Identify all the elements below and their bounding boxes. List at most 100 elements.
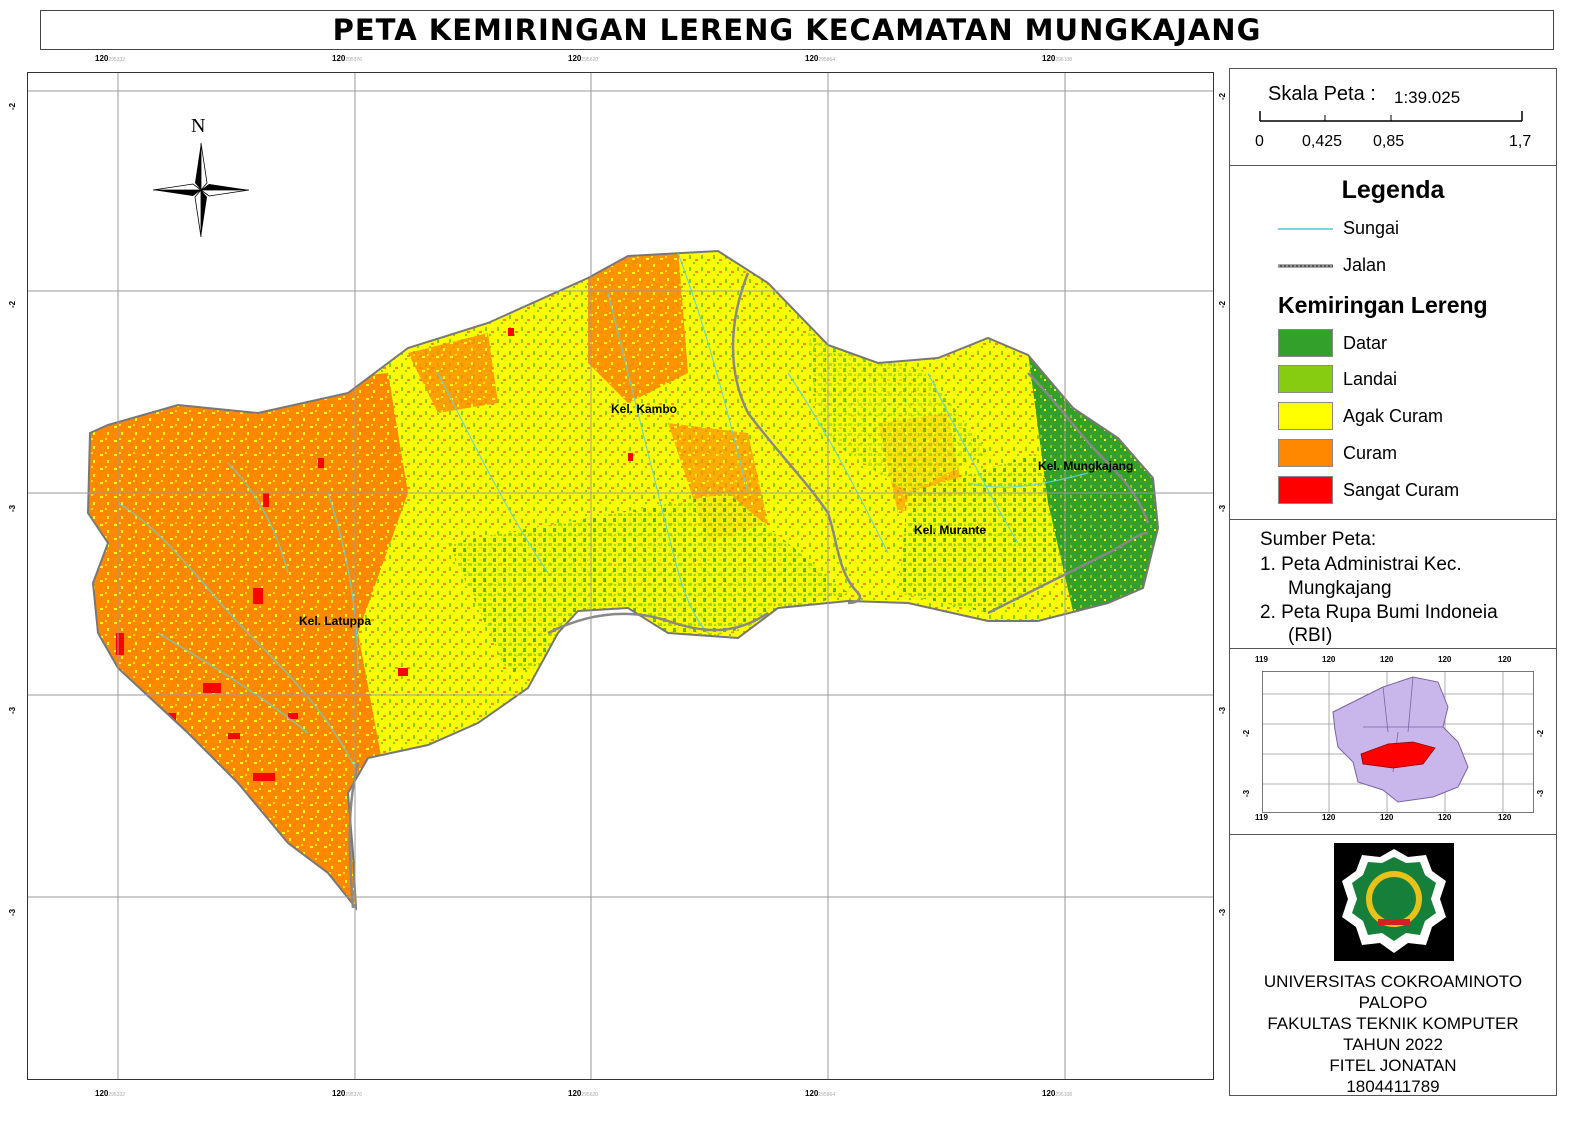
source-item-2b: (RBI) [1288, 625, 1333, 646]
map-grid [28, 73, 1213, 1079]
legend-label-sungai: Sungai [1343, 218, 1400, 238]
y-tick-right-4: -3 [1218, 706, 1227, 714]
inset-tick-bottom-2: 120 [1322, 813, 1336, 822]
inset-map-section: 119 120 120 120 120 -2 -3 -2 -3 119 120 … [1230, 649, 1556, 834]
map-sidebar: Skala Peta : 1:39.025 0 0,425 0,85 1,7 L… [1229, 68, 1557, 1096]
legend-row-curam: Curam [1278, 439, 1397, 467]
scale-tick-1: 0,425 [1302, 133, 1343, 150]
swatch-datar [1278, 329, 1333, 357]
place-label-latuppa: Kel. Latuppa [299, 614, 372, 628]
legend-slope-title: Kemiringan Lereng [1278, 292, 1488, 318]
legend-label-agak-curam: Agak Curam [1343, 405, 1444, 426]
inset-tick-bottom-4: 120 [1438, 813, 1452, 822]
scale-tick-2: 0,85 [1373, 133, 1405, 150]
source-item-2a: 2. Peta Rupa Bumi Indoneia [1260, 602, 1498, 623]
source-item-1a: 1. Peta Administrai Kec. [1260, 554, 1462, 575]
road-line-icon [1278, 264, 1333, 267]
y-tick-left-3: -3 [8, 504, 17, 512]
scale-label: Skala Peta : [1268, 83, 1376, 105]
x-tick-top-4: 120295864 [805, 54, 836, 63]
legend-row-sangat-curam: Sangat Curam [1278, 476, 1459, 504]
place-label-kambo: Kel. Kambo [611, 402, 678, 416]
credit-line-2: PALOPO [1358, 993, 1428, 1012]
scale-bar [1259, 111, 1523, 122]
scale-section: Skala Peta : 1:39.025 0 0,425 0,85 1,7 [1230, 69, 1556, 164]
scale-ratio: 1:39.025 [1394, 88, 1461, 107]
source-section: Sumber Peta: 1. Peta Administrai Kec. Mu… [1230, 520, 1556, 648]
credit-line-6: 1804411789 [1346, 1077, 1440, 1096]
legend-label-sangat-curam: Sangat Curam [1343, 479, 1460, 500]
x-tick-bottom-3: 120295620 [568, 1089, 599, 1098]
x-tick-top-2: 120295376 [332, 54, 363, 63]
slope-raster [88, 251, 1158, 908]
university-logo [1334, 843, 1454, 961]
inset-tick-left-1: -2 [1242, 729, 1251, 737]
swatch-sangat-curam [1278, 476, 1333, 504]
legend-label-jalan: Jalan [1343, 255, 1387, 275]
map-title-box: PETA KEMIRINGAN LERENG KECAMATAN MUNGKAJ… [40, 10, 1554, 50]
legend-row-sungai: Sungai [1278, 218, 1399, 239]
swatch-agak-curam [1278, 402, 1333, 430]
legend-label-curam: Curam [1343, 442, 1398, 463]
inset-tick-top-4: 120 [1438, 655, 1452, 664]
y-tick-right-5: -3 [1218, 908, 1227, 916]
inset-tick-bottom-1: 119 [1255, 813, 1268, 822]
river-network [117, 252, 1089, 774]
map-canvas [28, 73, 1213, 1079]
inset-map [1262, 671, 1534, 813]
map-frame[interactable]: N Kel. Kambo Kel. Latuppa Kel. Murante K… [27, 72, 1214, 1080]
legend-row-landai: Landai [1278, 365, 1397, 393]
x-tick-top-1: 120295332 [95, 54, 126, 63]
north-label: N [191, 115, 206, 137]
x-tick-bottom-2: 120295376 [332, 1089, 363, 1098]
compass-icon [152, 142, 250, 238]
inset-tick-right-1: -2 [1536, 729, 1545, 737]
divider-2 [1230, 519, 1556, 520]
credit-line-4: TAHUN 2022 [1343, 1035, 1443, 1054]
legend-row-jalan: Jalan [1278, 255, 1386, 276]
x-tick-top-5: 120296108 [1042, 54, 1073, 63]
credit-line-1: UNIVERSITAS COKROAMINOTO [1263, 972, 1523, 991]
legend-section: Legenda Sungai Jalan Kemiringan Lereng D… [1230, 166, 1556, 519]
x-tick-bottom-5: 120296108 [1042, 1089, 1073, 1098]
legend-row-agak-curam: Agak Curam [1278, 402, 1443, 430]
place-label-murante: Kel. Murante [914, 523, 987, 537]
credits-section: UNIVERSITAS COKROAMINOTO PALOPO FAKULTAS… [1230, 835, 1556, 1097]
swatch-curam [1278, 439, 1333, 467]
road-network [348, 272, 1150, 909]
scale-tick-3: 1,7 [1509, 133, 1532, 150]
legend-title: Legenda [1341, 176, 1445, 204]
inset-tick-top-5: 120 [1498, 655, 1512, 664]
region-boundary [86, 249, 1160, 912]
north-arrow: N [151, 115, 251, 240]
y-tick-left-4: -3 [8, 706, 17, 714]
credit-line-3: FAKULTAS TEKNIK KOMPUTER [1267, 1014, 1519, 1033]
y-tick-left-2: -2 [8, 300, 17, 308]
y-tick-left-1: -2 [8, 102, 17, 110]
x-tick-top-3: 120295620 [568, 54, 599, 63]
legend-label-landai: Landai [1343, 368, 1398, 389]
inset-tick-bottom-3: 120 [1380, 813, 1394, 822]
place-label-mungkajang: Kel. Mungkajang [1038, 459, 1134, 473]
inset-tick-bottom-5: 120 [1498, 813, 1512, 822]
y-tick-right-3: -3 [1218, 504, 1227, 512]
legend-row-datar: Datar [1278, 329, 1387, 357]
inset-tick-top-3: 120 [1380, 655, 1394, 664]
inset-tick-left-2: -3 [1242, 789, 1251, 797]
scale-tick-0: 0 [1255, 133, 1264, 150]
inset-tick-top-1: 119 [1255, 655, 1268, 664]
inset-tick-right-2: -3 [1536, 789, 1545, 797]
source-item-1b: Mungkajang [1288, 578, 1392, 599]
source-title: Sumber Peta: [1260, 529, 1377, 550]
credit-line-5: FITEL JONATAN [1329, 1056, 1457, 1075]
y-tick-left-5: -3 [8, 908, 17, 916]
inset-study-area [1360, 741, 1436, 769]
x-tick-bottom-4: 120295864 [805, 1089, 836, 1098]
inset-region [1332, 676, 1469, 803]
y-tick-right-2: -2 [1218, 300, 1227, 308]
university-seal-icon [1342, 849, 1446, 953]
river-line-icon [1278, 227, 1333, 230]
swatch-landai [1278, 365, 1333, 393]
inset-tick-top-2: 120 [1322, 655, 1336, 664]
map-title: PETA KEMIRINGAN LERENG KECAMATAN MUNGKAJ… [332, 13, 1262, 47]
